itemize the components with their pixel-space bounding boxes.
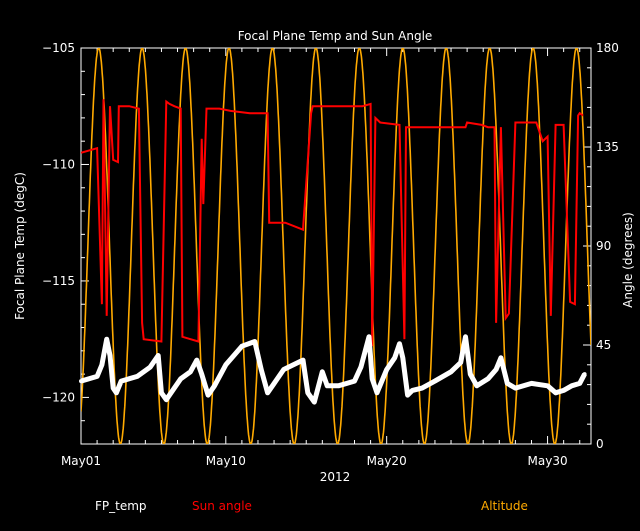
fp-temp-point: [114, 390, 119, 395]
fp-temp-point: [223, 362, 228, 367]
fp-temp-point: [148, 365, 153, 370]
fp-temp-point: [111, 386, 116, 391]
y-tick-label-left: −110: [42, 157, 75, 171]
fp-temp-point: [281, 367, 286, 372]
fp-temp-point: [320, 369, 325, 374]
fp-temp-point: [420, 386, 425, 391]
fp-temp-point: [259, 367, 264, 372]
fp-temp-point: [410, 388, 415, 393]
fp-temp-point: [529, 381, 534, 386]
fp-temp-point: [463, 334, 468, 339]
fp-temp-point: [305, 390, 310, 395]
fp-temp-point: [432, 379, 437, 384]
fp-temp-point: [108, 353, 112, 358]
fp-temp-point: [569, 383, 574, 388]
fp-temp-point: [159, 390, 164, 395]
fp-temp-point: [194, 358, 199, 363]
fp-temp-point: [95, 374, 100, 379]
x-axis-label: 2012: [320, 470, 351, 484]
fp-temp-point: [375, 390, 379, 395]
fp-temp-point: [474, 383, 479, 388]
fp-temp-line: [81, 334, 587, 405]
legend-sun-angle: Sun angle: [192, 499, 252, 513]
fp-temp-point: [135, 374, 140, 379]
fp-temp-point: [358, 365, 363, 370]
series-layer: [79, 48, 591, 444]
x-tick-label: May01: [61, 454, 101, 468]
fp-temp-point: [312, 400, 317, 405]
fp-temp-point: [370, 376, 375, 381]
y-tick-label-right: 180: [596, 41, 619, 55]
fp-temp-point: [301, 358, 305, 363]
legend-fp-temp: FP_temp: [95, 499, 147, 513]
fp-temp-point: [449, 369, 453, 374]
fp-temp-point: [367, 334, 371, 339]
fp-temp-point: [468, 372, 473, 377]
x-tick-label: May20: [367, 454, 407, 468]
fp-temp-point: [239, 344, 244, 349]
y-tick-label-left: −120: [42, 390, 75, 404]
fp-temp-point: [458, 360, 463, 365]
y-tick-label-left: −105: [42, 41, 75, 55]
x-tick-label: May30: [528, 454, 568, 468]
y-tick-label-right: 135: [596, 140, 619, 154]
fp-temp-point: [188, 369, 193, 374]
fp-temp-point: [252, 339, 257, 344]
fp-temp-point: [577, 381, 582, 386]
fp-temp-point: [265, 390, 270, 395]
y-tick-label-left: −115: [42, 274, 75, 288]
fp-temp-point: [156, 353, 161, 358]
fp-temp-point: [392, 355, 397, 360]
fp-temp-point: [172, 386, 177, 391]
fp-temp-point: [79, 379, 83, 384]
y-tick-label-right: 45: [596, 338, 611, 352]
fp-temp-point: [486, 376, 490, 381]
y-axis-label-left: Focal Plane Temp (degC): [13, 172, 27, 320]
sun-angle-line: [81, 99, 584, 347]
fp-temp-point: [178, 376, 183, 381]
fp-temp-point: [400, 355, 405, 360]
fp-temp-point: [99, 362, 104, 367]
fp-temp-point: [104, 337, 109, 342]
fp-temp-point: [561, 388, 566, 393]
fp-temp-point: [582, 372, 587, 377]
fp-temp-point: [397, 341, 402, 346]
fp-temp-point: [325, 383, 330, 388]
ticks-layer: May01 May10 May20 May30 −105 −110 −115 −120 0 45 9…: [42, 41, 619, 468]
y-axis-label-right: Angle (degrees): [621, 212, 635, 308]
fp-temp-point: [405, 393, 410, 398]
fp-temp-point: [352, 379, 357, 384]
fp-temp-point: [494, 367, 499, 372]
fp-temp-point: [206, 393, 211, 398]
y-tick-label-right: 0: [596, 437, 604, 451]
fp-temp-point: [545, 383, 550, 388]
fp-temp-point: [553, 390, 558, 395]
fp-temp-point: [513, 386, 518, 391]
y-tick-label-right: 90: [596, 239, 611, 253]
fp-temp-point: [498, 355, 503, 360]
legend-altitude: Altitude: [481, 499, 528, 513]
altitude-line: [81, 48, 591, 444]
fp-temp-point: [291, 362, 296, 367]
fp-temp-point: [505, 381, 510, 386]
fp-temp-point: [384, 367, 389, 372]
fp-temp-point: [119, 379, 124, 384]
fp-temp-point: [199, 372, 204, 377]
x-tick-label: May10: [206, 454, 246, 468]
fp-temp-point: [212, 383, 217, 388]
legend: FP_temp Sun angle Altitude: [95, 499, 528, 513]
fp-temp-point: [336, 383, 341, 388]
chart-title: Focal Plane Temp and Sun Angle: [238, 29, 433, 43]
fp-temp-point: [272, 381, 277, 386]
fp-temp-point: [164, 397, 169, 402]
